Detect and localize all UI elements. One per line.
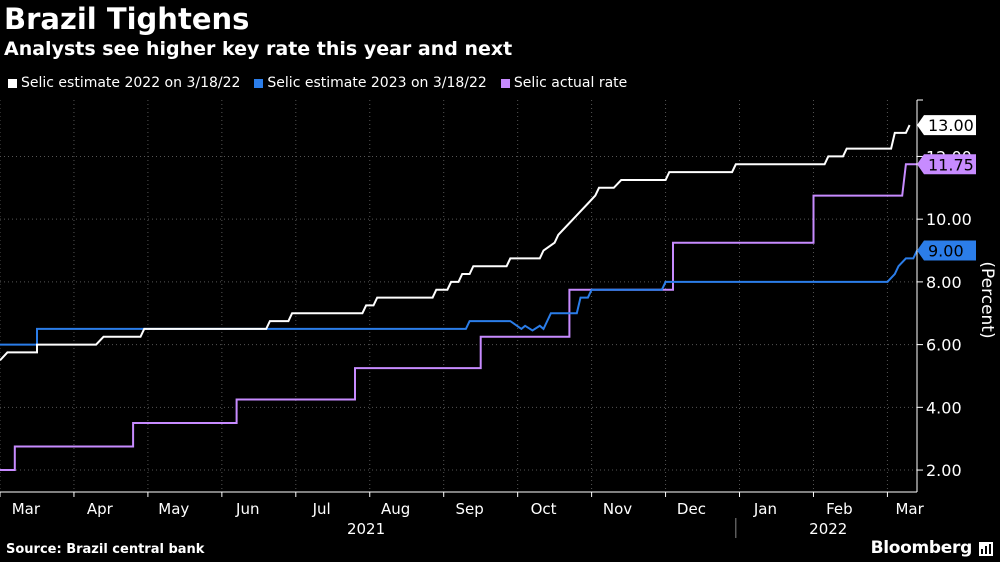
x-tick-label: Dec bbox=[677, 500, 706, 518]
end-label-text: 9.00 bbox=[928, 242, 964, 261]
axes: 2.004.006.008.0010.0012.00(Percent)MarAp… bbox=[0, 99, 997, 538]
chart-title: Brazil Tightens bbox=[4, 2, 250, 36]
x-tick-label: May bbox=[158, 500, 189, 518]
legend-item-actual-rate: Selic actual rate bbox=[500, 75, 628, 91]
end-label-actual-rate: 11.75 bbox=[917, 154, 976, 175]
legend-label-actual-rate: Selic actual rate bbox=[513, 75, 628, 91]
x-tick-label: Oct bbox=[531, 500, 557, 518]
y-tick-label: 8.00 bbox=[926, 273, 962, 292]
x-tick-label: Jul bbox=[312, 500, 331, 518]
x-tick-label: Apr bbox=[87, 500, 114, 518]
end-label-box bbox=[917, 240, 976, 261]
series-lines bbox=[0, 124, 918, 471]
y-tick-label: 2.00 bbox=[926, 461, 962, 480]
bloomberg-mark-icon bbox=[979, 542, 993, 556]
y-axis-title: (Percent) bbox=[977, 261, 997, 338]
end-label-text: 11.75 bbox=[928, 155, 974, 174]
end-labels: 13.00 9.00 11.75 bbox=[917, 115, 976, 261]
grid bbox=[0, 100, 917, 492]
legend-item-estimate-2023: Selic estimate 2023 on 3/18/22 bbox=[254, 75, 487, 91]
line-actual-rate bbox=[0, 163, 917, 471]
x-year-label: 2021 bbox=[347, 520, 385, 538]
bloomberg-logo: Bloomberg bbox=[870, 538, 973, 558]
y-tick-label: 4.00 bbox=[926, 398, 962, 417]
y-tick-label: 10.00 bbox=[926, 210, 972, 229]
legend-label-estimate-2023: Selic estimate 2023 on 3/18/22 bbox=[267, 75, 487, 91]
y-tick-label: 6.00 bbox=[926, 336, 962, 355]
x-tick-label: Mar bbox=[12, 500, 41, 518]
x-tick-label: Nov bbox=[603, 500, 632, 518]
x-tick-label: Feb bbox=[826, 500, 853, 518]
x-tick-label: Sep bbox=[455, 500, 483, 518]
chart-subtitle: Analysts see higher key rate this year a… bbox=[4, 38, 513, 60]
x-tick-label: Jun bbox=[235, 500, 259, 518]
legend-label-estimate-2022: Selic estimate 2022 on 3/18/22 bbox=[21, 75, 241, 91]
line-estimate-2023 bbox=[0, 250, 918, 346]
end-label-estimate-2022: 13.00 bbox=[917, 115, 976, 136]
legend-item-estimate-2022: Selic estimate 2022 on 3/18/22 bbox=[8, 75, 240, 91]
legend-swatch-actual-rate bbox=[500, 78, 510, 88]
legend-swatch-estimate-2023 bbox=[254, 78, 264, 88]
end-label-estimate-2023: 9.00 bbox=[917, 240, 976, 261]
legend-swatch-estimate-2022 bbox=[8, 78, 17, 88]
legend: Selic estimate 2022 on 3/18/22 Selic est… bbox=[8, 75, 627, 91]
x-tick-label: Aug bbox=[381, 500, 410, 518]
source-note: Source: Brazil central bank bbox=[6, 542, 205, 557]
end-label-box bbox=[917, 115, 976, 136]
x-tick-label: Jan bbox=[753, 500, 777, 518]
x-year-label: 2022 bbox=[809, 520, 847, 538]
end-label-text: 13.00 bbox=[928, 116, 974, 135]
end-label-box bbox=[917, 154, 976, 175]
line-estimate-2022 bbox=[0, 124, 911, 361]
x-tick-label: Mar bbox=[895, 500, 924, 518]
